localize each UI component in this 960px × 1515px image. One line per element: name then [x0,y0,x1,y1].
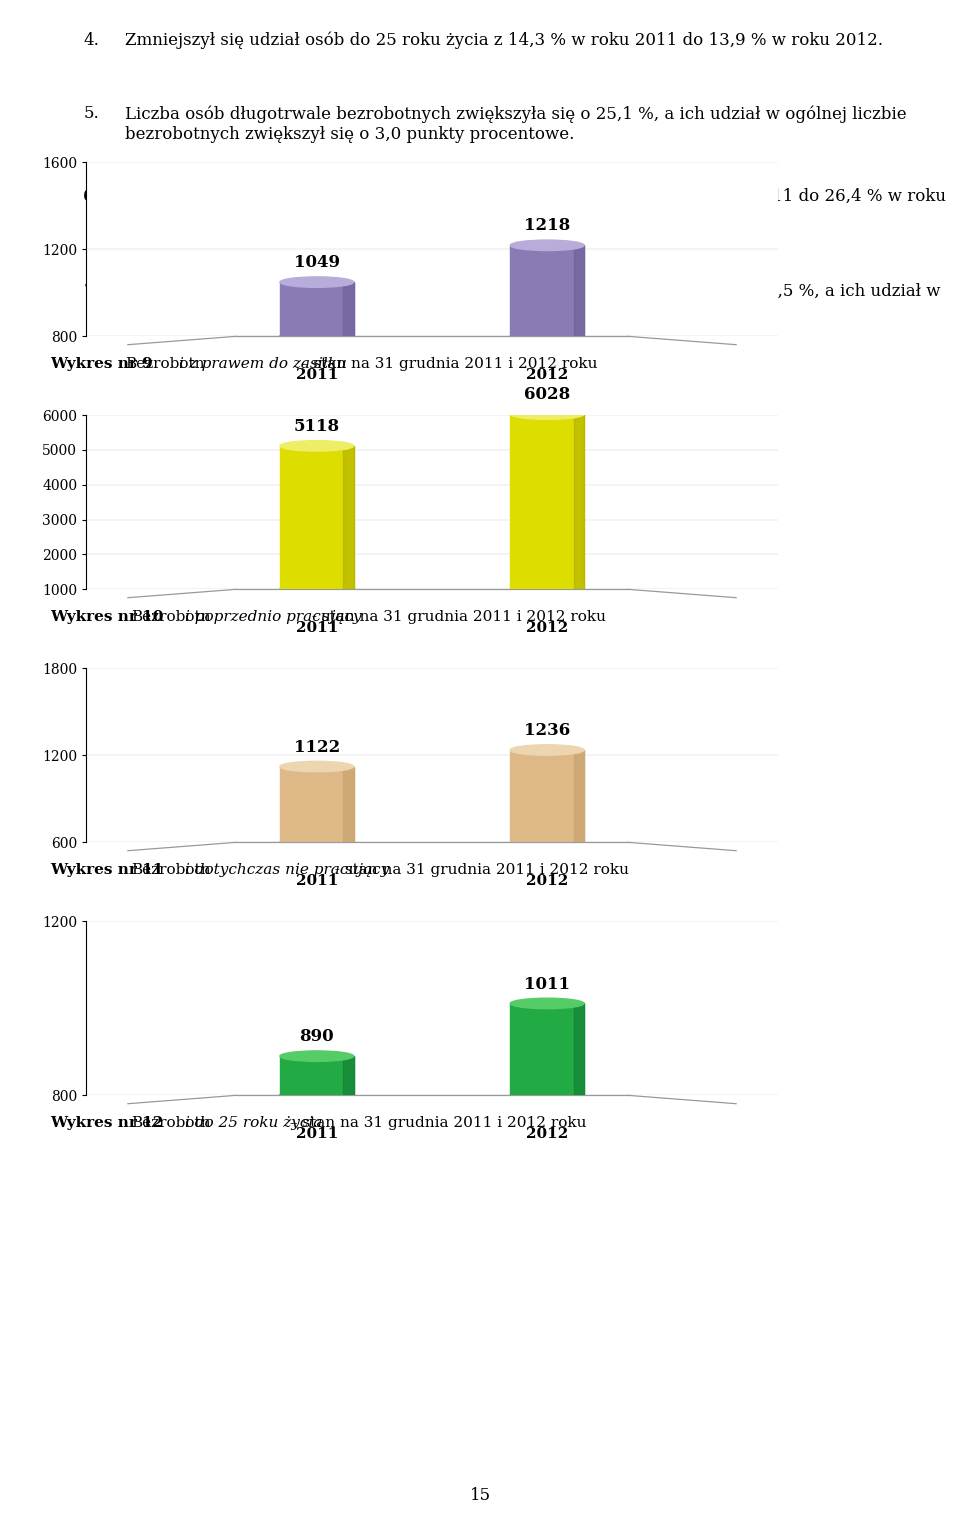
Ellipse shape [511,1091,584,1100]
Ellipse shape [280,441,353,451]
Bar [344,1056,353,1095]
Text: 1236: 1236 [524,723,570,739]
Ellipse shape [511,745,584,756]
Bar [574,245,584,336]
Text: Bezrobotn: Bezrobotn [132,611,211,624]
Text: 2012: 2012 [526,621,568,635]
Text: 4.: 4. [84,32,99,48]
Ellipse shape [511,838,584,847]
Text: – stan na 31 grudnia 2011 i 2012 roku: – stan na 31 grudnia 2011 i 2012 roku [285,1117,587,1130]
Ellipse shape [280,277,353,288]
Text: 1122: 1122 [294,739,340,756]
Ellipse shape [280,1051,353,1062]
Bar [344,445,353,589]
Text: 6028: 6028 [524,386,570,403]
Text: Wykres nr 12: Wykres nr 12 [50,1117,163,1130]
Text: Bezrobotn: Bezrobotn [132,864,211,877]
Text: 5118: 5118 [294,418,340,435]
Text: Wykres nr 11: Wykres nr 11 [50,864,163,877]
Bar [280,767,353,842]
Text: Zwiększyła się liczba osób niepełnosprawnych zarejestrowanych w MUP o 19,5 %, a : Zwiększyła się liczba osób niepełnospraw… [125,283,941,320]
Text: i poprzednio pracujący: i poprzednio pracujący [185,611,362,624]
Ellipse shape [280,1091,353,1100]
Text: 1218: 1218 [524,218,570,235]
Text: 2012: 2012 [526,874,568,888]
Ellipse shape [511,585,584,594]
Ellipse shape [511,239,584,250]
Bar [280,1056,353,1095]
Bar [511,245,584,336]
Bar [574,1003,584,1095]
Bar [511,1003,584,1095]
Bar [344,767,353,842]
Text: 1049: 1049 [294,255,340,271]
Text: 15: 15 [469,1486,491,1504]
Text: Wykres nr 10: Wykres nr 10 [50,611,163,624]
Text: 2011: 2011 [296,621,338,635]
Text: i dotychczas nie pracujący: i dotychczas nie pracujący [185,864,389,877]
Text: 2011: 2011 [296,368,338,382]
Text: 7.: 7. [84,283,99,300]
Text: Zmniejszył się udział osób do 25 roku życia z 14,3 % w roku 2011 do 13,9 % w rok: Zmniejszył się udział osób do 25 roku ży… [125,32,883,48]
Text: i do 25 roku życia: i do 25 roku życia [185,1117,323,1130]
Text: 2012: 2012 [526,1127,568,1141]
Bar [574,414,584,589]
Text: i z prawem do zasiłku: i z prawem do zasiłku [179,358,347,371]
Text: - stan na 31 grudnia 2011 i 2012 roku: - stan na 31 grudnia 2011 i 2012 roku [329,864,629,877]
Text: Wykres nr 9: Wykres nr 9 [50,358,153,371]
Text: - stan na 31 grudnia 2011 i 2012 roku: - stan na 31 grudnia 2011 i 2012 roku [307,611,607,624]
Text: 2011: 2011 [296,874,338,888]
Bar [511,414,584,589]
Text: 1011: 1011 [524,976,570,992]
Bar [280,282,353,336]
Ellipse shape [280,838,353,847]
Text: Bezrobotn: Bezrobotn [125,358,204,371]
Text: 2011: 2011 [296,1127,338,1141]
Ellipse shape [511,332,584,341]
Ellipse shape [280,762,353,771]
Ellipse shape [280,332,353,341]
Bar [344,282,353,336]
Text: – stan na 31 grudnia 2011 i 2012 roku: – stan na 31 grudnia 2011 i 2012 roku [296,358,597,371]
Ellipse shape [511,409,584,420]
Ellipse shape [280,585,353,594]
Text: 2012: 2012 [526,368,568,382]
Text: 5.: 5. [84,106,99,123]
Ellipse shape [511,998,584,1009]
Bar [574,750,584,842]
Bar [511,750,584,842]
Bar [280,445,353,589]
Text: Udział bezrobotnych powyżej 50 roku życia zwiększył się z 24,9 % w roku 2011 do : Udział bezrobotnych powyżej 50 roku życi… [125,188,947,224]
Text: 890: 890 [300,1029,334,1045]
Text: Bezrobotn: Bezrobotn [132,1117,211,1130]
Text: Liczba osób długotrwale bezrobotnych zwiększyła się o 25,1 %, a ich udział w ogó: Liczba osób długotrwale bezrobotnych zwi… [125,106,907,142]
Text: 6.: 6. [84,188,99,205]
